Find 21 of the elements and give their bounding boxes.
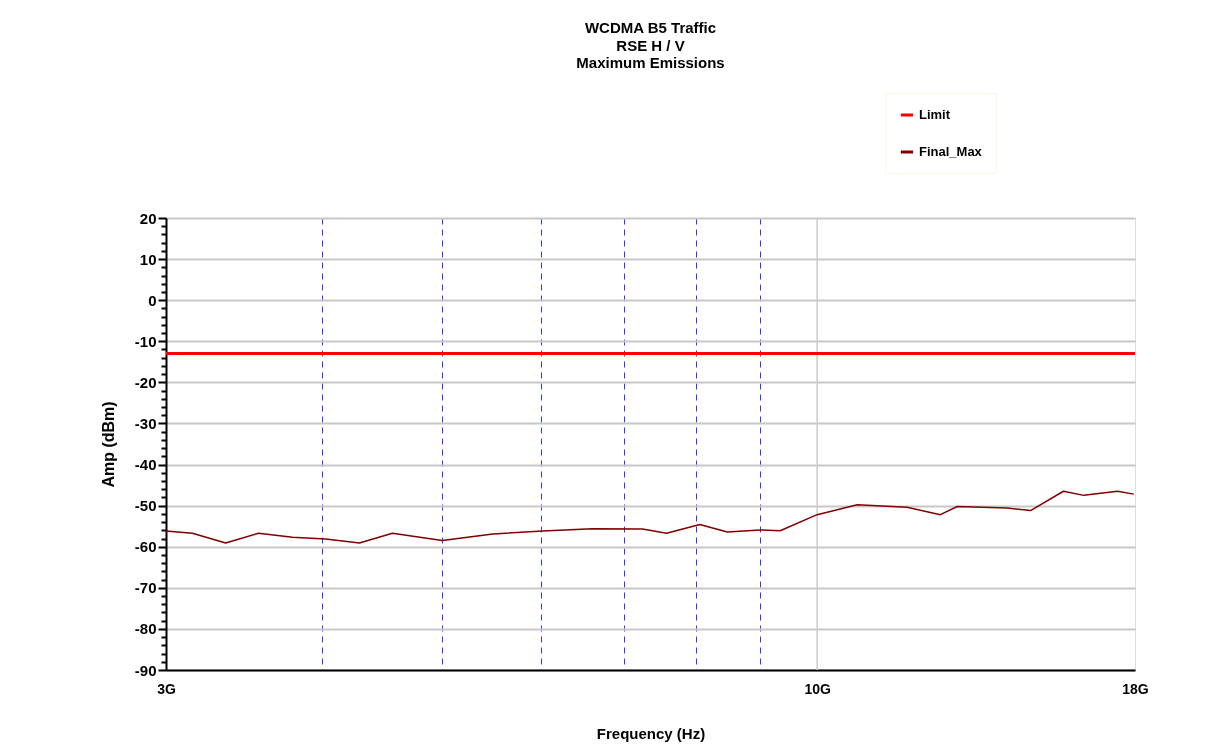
y-tick-label: -40 xyxy=(134,456,157,474)
y-tick-label: 0 xyxy=(148,291,157,309)
y-tick-label: 10 xyxy=(139,250,157,268)
x-tick-label: 3G xyxy=(157,680,176,697)
x-tick-label: 18G xyxy=(1122,680,1149,697)
y-tick-label: -60 xyxy=(134,538,157,556)
legend-label: Limit xyxy=(919,107,951,122)
y-tick-label: -80 xyxy=(134,620,157,638)
y-axis-title: Amp (dBm) xyxy=(99,401,117,488)
x-tick-label: 10G xyxy=(804,680,831,697)
y-tick-label: 20 xyxy=(139,209,157,227)
chart-title: WCDMA B5 Traffic xyxy=(584,18,717,36)
chart-subtitle: RSE H / V Maximum Emissions xyxy=(576,36,725,71)
y-tick-label: -30 xyxy=(134,414,157,432)
x-axis-title: Frequency (Hz) xyxy=(596,724,706,742)
y-tick-label: -20 xyxy=(134,373,157,391)
y-tick-label: -50 xyxy=(134,497,157,515)
y-tick-label: -70 xyxy=(134,579,157,597)
y-tick-label: -90 xyxy=(134,661,157,679)
y-tick-label: -10 xyxy=(134,332,157,350)
legend-label: Final_Max xyxy=(919,144,983,159)
